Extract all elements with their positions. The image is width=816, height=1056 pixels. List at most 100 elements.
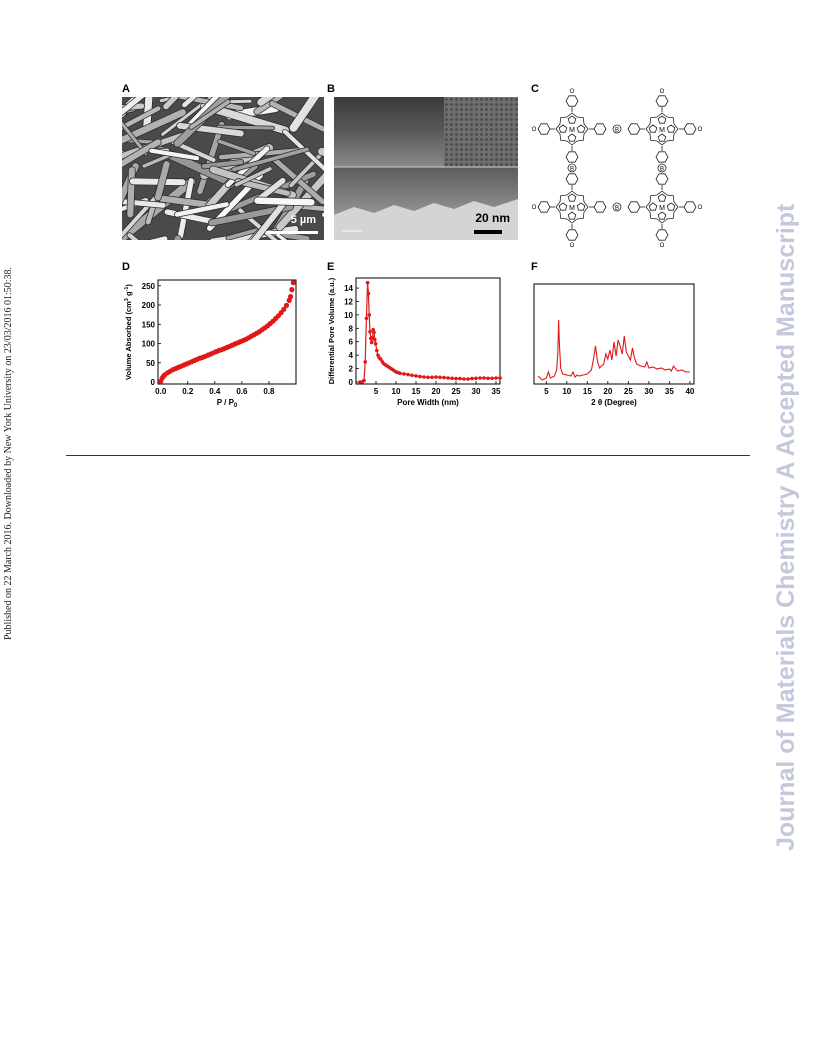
data-point bbox=[365, 280, 370, 285]
sem-rod bbox=[234, 167, 272, 187]
sem-rod bbox=[122, 109, 186, 144]
boron-atom-label: B bbox=[570, 167, 574, 173]
pyrrole-ring bbox=[576, 202, 586, 211]
x-tick-label: 25 bbox=[624, 387, 633, 396]
x-axis-label: P / P0 bbox=[217, 398, 238, 409]
sem-rod bbox=[161, 97, 214, 136]
y-tick-label: 100 bbox=[142, 340, 156, 349]
phenyl-ring bbox=[683, 201, 697, 213]
isotherm-chart: 0.0 0.2 0.4 0.6 0.8 0 50 100 150 200 250 P / P0 Volu… bbox=[124, 279, 297, 409]
sem-rod bbox=[129, 178, 186, 186]
oxygen-atom-label: O bbox=[698, 127, 703, 133]
sem-image: 5 µm bbox=[122, 97, 324, 240]
data-point bbox=[482, 376, 486, 380]
panel-label-b: B bbox=[327, 83, 335, 95]
x-tick-label: 5 bbox=[544, 387, 549, 396]
phenyl-ring bbox=[565, 173, 579, 185]
sem-rod bbox=[149, 236, 168, 240]
sem-rod bbox=[127, 233, 139, 240]
porphyrin-unit: M bbox=[537, 173, 607, 241]
plot-frame bbox=[157, 279, 297, 385]
sem-rod bbox=[159, 97, 184, 103]
data-point bbox=[402, 372, 406, 376]
x-tick-label: 0.6 bbox=[236, 387, 248, 396]
data-point bbox=[290, 280, 296, 286]
y-tick-label: 150 bbox=[142, 320, 156, 329]
sem-rod bbox=[254, 197, 315, 206]
y-tick-label: 50 bbox=[146, 359, 155, 368]
panel-label-a: A bbox=[122, 83, 130, 95]
sem-rod bbox=[154, 161, 170, 201]
sem-rod bbox=[177, 178, 194, 239]
y-axis-label-superscript: 3 bbox=[124, 298, 130, 301]
data-point bbox=[398, 371, 402, 376]
phenyl-ring bbox=[565, 151, 579, 163]
data-point bbox=[368, 329, 372, 334]
pyrrole-ring bbox=[558, 124, 568, 133]
pyrrole-ring bbox=[567, 133, 577, 142]
tem-illustration bbox=[334, 97, 518, 240]
data-point bbox=[486, 376, 490, 381]
data-point bbox=[494, 376, 498, 380]
data-point bbox=[379, 357, 383, 361]
pyrrole-ring bbox=[648, 202, 658, 211]
porphyrin-unit: M bbox=[537, 95, 607, 163]
sem-rod bbox=[149, 148, 200, 161]
x-tick-label: 40 bbox=[685, 387, 694, 396]
porphyrin-unit: M bbox=[627, 95, 697, 163]
x-tick-label: 0.4 bbox=[209, 387, 221, 396]
data-point bbox=[434, 375, 438, 379]
tem-scale-bar bbox=[474, 230, 502, 234]
phenyl-ring bbox=[627, 201, 641, 213]
x-tick-label: 10 bbox=[562, 387, 571, 396]
sem-rod bbox=[282, 129, 324, 172]
data-point bbox=[498, 376, 502, 380]
data-point bbox=[363, 360, 367, 364]
phenyl-ring bbox=[593, 201, 607, 213]
y-tick-label: 12 bbox=[344, 297, 353, 306]
download-notice: Published on 22 March 2016. Downloaded b… bbox=[3, 266, 14, 640]
sem-rod bbox=[182, 97, 198, 108]
pyrrole-ring bbox=[567, 115, 577, 124]
data-point bbox=[372, 330, 376, 335]
cof-structure: M M M M B B B B O O O O O O O O bbox=[528, 85, 706, 250]
oxygen-atom-label: O bbox=[570, 89, 575, 95]
data-point bbox=[373, 341, 378, 346]
metal-atom-label: M bbox=[659, 127, 665, 134]
sem-rod bbox=[201, 159, 244, 169]
sem-rod bbox=[217, 125, 275, 130]
sem-rod bbox=[163, 97, 180, 110]
phenyl-ring bbox=[683, 123, 697, 135]
x-tick-label: 0.2 bbox=[182, 387, 194, 396]
tem-image: 20 nm bbox=[334, 97, 518, 240]
sem-rod bbox=[289, 97, 320, 132]
data-point bbox=[430, 375, 434, 380]
data-point bbox=[450, 376, 454, 381]
pyrrole-ring bbox=[657, 133, 667, 142]
phenyl-ring bbox=[565, 229, 579, 241]
data-point bbox=[288, 294, 294, 300]
boronate-ester-ring bbox=[657, 163, 667, 173]
series-line bbox=[537, 319, 690, 381]
sem-rod bbox=[232, 147, 309, 172]
oxygen-atom-label: O bbox=[660, 243, 665, 249]
sem-rod bbox=[251, 198, 289, 240]
macrocycle bbox=[555, 112, 589, 146]
sem-rod bbox=[174, 202, 229, 217]
data-point bbox=[462, 377, 466, 381]
data-point bbox=[438, 375, 442, 380]
chart-f: 5 10 15 20 25 30 35 40 2 θ (Degree) bbox=[530, 270, 700, 422]
y-axis-label-superscript: -1 bbox=[124, 287, 130, 292]
sem-rod bbox=[122, 97, 145, 116]
chart-e: 5 10 15 20 25 30 35 0 2 4 6 8 10 12 14 Pore Width (nm) D… bbox=[326, 270, 506, 422]
data-point bbox=[283, 302, 290, 308]
phenyl-ring bbox=[655, 229, 669, 241]
data-point bbox=[281, 306, 287, 312]
data-point bbox=[375, 348, 379, 353]
y-axis-label: Volume Absorbed (cm3 g-1) bbox=[124, 284, 133, 380]
data-point bbox=[414, 374, 418, 378]
data-point bbox=[406, 372, 410, 377]
phenyl-ring bbox=[537, 123, 551, 135]
sem-rod bbox=[170, 97, 244, 111]
plot-frame bbox=[533, 283, 695, 385]
